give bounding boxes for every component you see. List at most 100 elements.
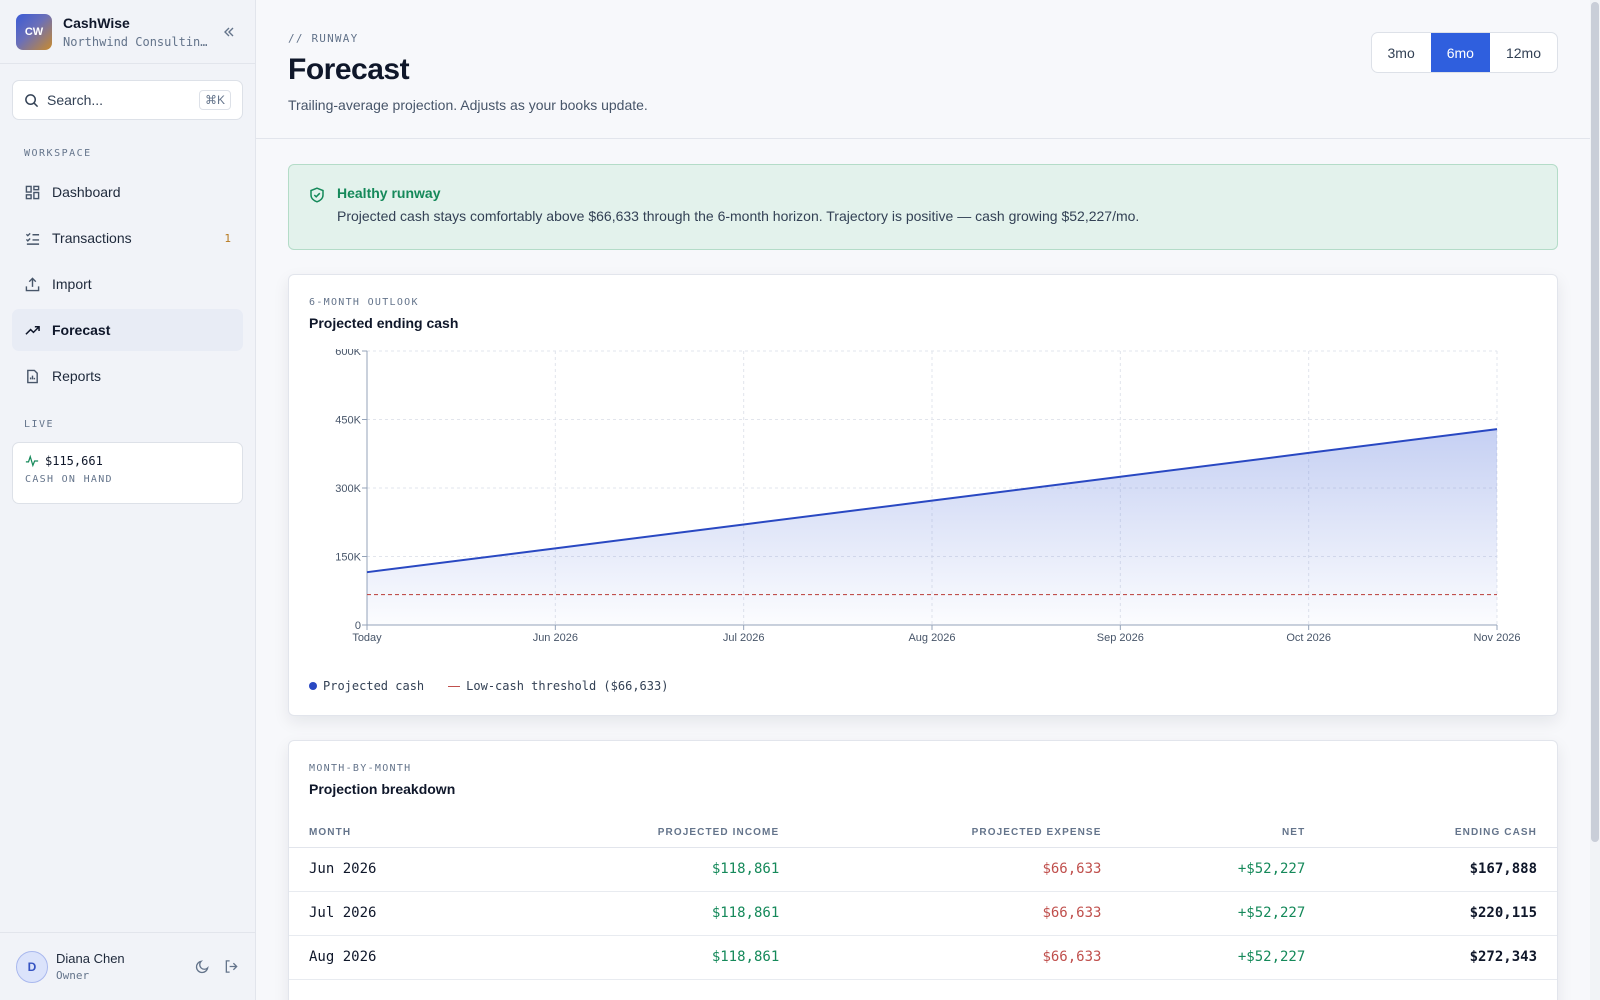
ending-cash-cell: $167,888 [1325,847,1557,892]
sidebar-item-label: Import [52,276,92,292]
x-tick-label: Aug 2026 [908,632,955,644]
projection-table-card: MONTH-BY-MONTH Projection breakdown MONT… [288,740,1558,1000]
dashboard-icon [24,184,40,200]
month-cell: Jun 2026 [289,847,493,892]
sidebar-item-label: Forecast [52,322,111,338]
y-tick-label: 600K [335,349,361,358]
logout-button[interactable] [224,959,239,974]
page-header: // RUNWAY Forecast Trailing-average proj… [256,0,1590,139]
search-button[interactable]: Search... ⌘K [12,80,243,120]
legend-label: Low-cash threshold ($66,633) [466,679,669,693]
chart-legend: Projected cash Low-cash threshold ($66,6… [309,679,668,693]
theme-toggle-button[interactable] [195,959,210,974]
user-name: Diana Chen [56,951,125,966]
table-header-row: MONTH PROJECTED INCOME PROJECTED EXPENSE… [289,819,1557,848]
range-12mo-button[interactable]: 12mo [1505,44,1541,61]
file-report-icon [24,368,40,384]
projected-cash-line [366,428,1498,574]
activity-icon [25,454,39,468]
sidebar-item-dashboard[interactable]: Dashboard [12,171,243,213]
projected-cash-chart: 0 150K 300K 450K 600K Today Jun 2026 Jul 2026 Au… [335,349,1520,644]
range-3mo-button[interactable]: 3mo [1387,44,1415,61]
ending-cash-cell: $272,343 [1325,935,1557,980]
moon-icon [195,960,209,974]
month-cell: Aug 2026 [289,935,493,980]
alert-text: Projected cash stays comfortably above $… [337,208,1140,224]
column-header-income[interactable]: PROJECTED INCOME [492,819,800,848]
sidebar-item-label: Dashboard [52,184,121,200]
live-section-label: LIVE [24,419,55,430]
x-tick-label: Today [352,632,382,644]
column-header-ending-cash[interactable]: ENDING CASH [1325,819,1557,848]
cash-on-hand-caption: CASH ON HAND [25,474,113,485]
x-tick-label: Sep 2026 [1097,632,1144,644]
table-title: Projection breakdown [309,781,456,797]
range-selector: 3mo 6mo 12mo [1370,32,1558,73]
app-logo[interactable]: CW [16,13,52,50]
brand-header: CW CashWise Northwind Consulting… [0,0,255,64]
table-row[interactable]: Jun 2026 $118,861 $66,633 +$52,227 $167,… [289,847,1557,892]
search-icon [25,93,39,107]
table-row[interactable]: Jul 2026 $118,861 $66,633 +$52,227 $220,… [289,891,1557,936]
cash-on-hand-value: $115,661 [45,454,103,468]
scrollbar-thumb[interactable] [1591,2,1599,842]
sidebar: CW CashWise Northwind Consulting… Search… [0,0,256,1000]
projection-table: MONTH PROJECTED INCOME PROJECTED EXPENSE… [289,819,1557,980]
shield-check-icon [309,187,325,249]
net-cell: +$52,227 [1121,847,1326,892]
income-cell: $118,861 [492,891,800,936]
net-cell: +$52,227 [1121,891,1326,936]
table-eyebrow: MONTH-BY-MONTH [309,763,412,774]
chart-title: Projected ending cash [309,315,459,331]
organization-name[interactable]: Northwind Consulting… [63,34,209,49]
forecast-chart-card: 6-MONTH OUTLOOK Projected ending cash 0 1… [288,274,1558,716]
search-label: Search... [47,92,104,108]
y-tick-label: 0 [355,620,361,632]
projected-cash-area [367,429,1497,625]
chart-eyebrow: 6-MONTH OUTLOOK [309,297,419,308]
page-title: Forecast [288,53,410,86]
x-tick-label: Oct 2026 [1286,632,1331,644]
chevrons-left-icon [224,27,234,36]
net-cell: +$52,227 [1121,935,1326,980]
y-tick-label: 300K [335,483,361,495]
column-header-month[interactable]: MONTH [289,819,493,848]
main-content: // RUNWAY Forecast Trailing-average proj… [256,0,1590,1000]
transactions-count-badge: 1 [224,231,231,245]
sidebar-item-reports[interactable]: Reports [12,355,243,397]
user-role: Owner [56,969,90,982]
expense-cell: $66,633 [799,935,1122,980]
sidebar-item-transactions[interactable]: Transactions 1 [12,217,243,259]
expense-cell: $66,633 [799,891,1122,936]
x-tick-label: Jul 2026 [723,632,765,644]
ending-cash-cell: $220,115 [1325,891,1557,936]
range-6mo-button[interactable]: 6mo [1430,33,1490,72]
workspace-section-label: WORKSPACE [24,148,92,159]
x-tick-label: Nov 2026 [1473,632,1520,644]
sidebar-item-label: Transactions [52,230,132,246]
logout-icon [225,960,238,973]
sidebar-item-forecast[interactable]: Forecast [12,309,243,351]
sidebar-item-import[interactable]: Import [12,263,243,305]
expense-cell: $66,633 [799,847,1122,892]
income-cell: $118,861 [492,847,800,892]
app-name: CashWise [63,14,130,31]
alert-title: Healthy runway [337,185,441,201]
page-scrollbar[interactable] [1590,0,1600,1000]
cash-on-hand-card: $115,661 CASH ON HAND [12,442,243,504]
y-tick-label: 450K [335,415,361,427]
trending-up-icon [24,322,40,338]
column-header-net[interactable]: NET [1121,819,1326,848]
legend-item-projected-cash: Projected cash [309,679,424,693]
collapse-sidebar-button[interactable] [219,22,239,42]
legend-label: Projected cash [323,679,425,693]
page-eyebrow: // RUNWAY [288,32,359,45]
table-row[interactable]: Aug 2026 $118,861 $66,633 +$52,227 $272,… [289,935,1557,980]
column-header-expense[interactable]: PROJECTED EXPENSE [799,819,1122,848]
avatar[interactable]: D [16,950,48,983]
brand-text: CashWise Northwind Consulting… [63,15,209,49]
runway-status-alert: Healthy runway Projected cash stays comf… [288,164,1558,250]
income-cell: $118,861 [492,935,800,980]
sidebar-item-label: Reports [52,368,102,384]
month-cell: Jul 2026 [289,891,493,936]
